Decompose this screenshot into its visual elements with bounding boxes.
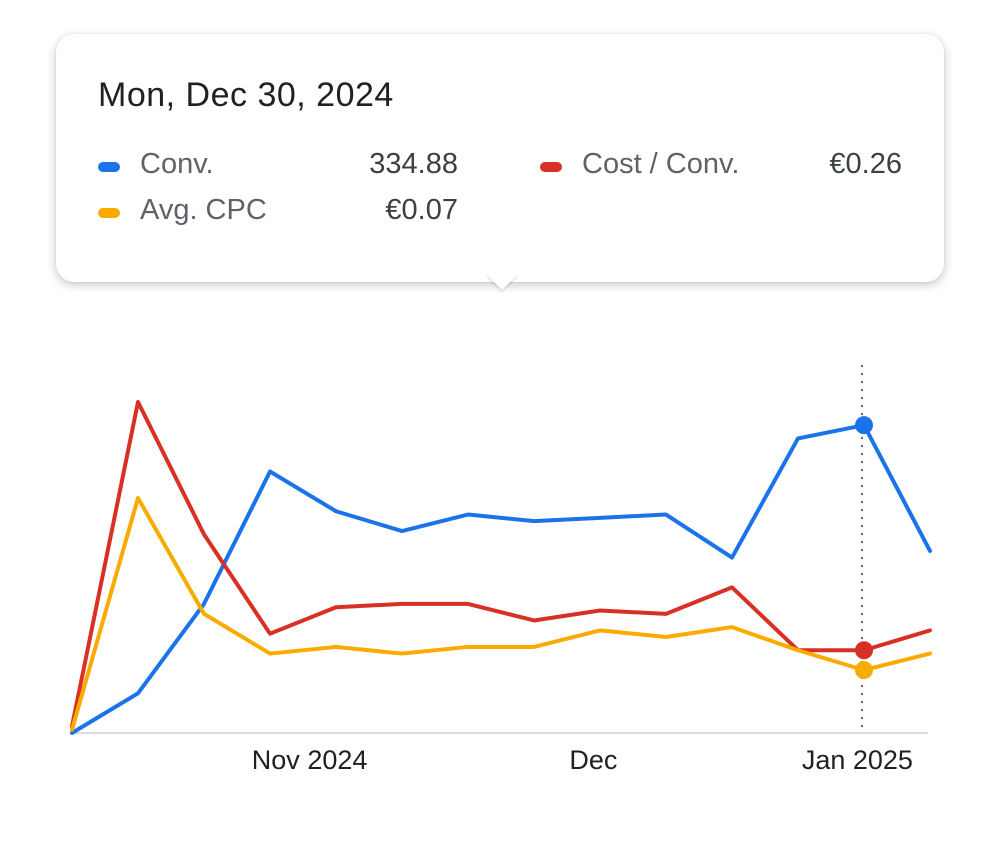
x-tick-labels: Nov 2024 Dec Jan 2025 <box>252 745 913 775</box>
highlight-point-conv <box>855 416 873 435</box>
metric-cost-per-conv: Cost / Conv. €0.26 <box>540 148 902 188</box>
cost-per-conv-legend-swatch <box>540 162 562 172</box>
x-tick-label: Dec <box>569 745 617 775</box>
conv-value: 334.88 <box>369 148 458 180</box>
highlight-markers <box>855 416 873 680</box>
conv-legend-swatch <box>98 162 120 172</box>
avg-cpc-label: Avg. CPC <box>140 194 267 226</box>
series-line-avg-cpc <box>70 495 932 732</box>
series-line-cost-conv <box>70 400 932 729</box>
avg-cpc-value: €0.07 <box>385 194 458 226</box>
series-line-conv <box>70 423 932 735</box>
tooltip-pointer <box>486 274 518 290</box>
highlight-point-cost-conv <box>855 641 873 660</box>
tooltip-date: Mon, Dec 30, 2024 <box>98 76 394 114</box>
highlight-point-avg-cpc <box>855 661 873 680</box>
series-layer <box>70 400 932 735</box>
hover-tooltip: Mon, Dec 30, 2024 <box>56 34 944 282</box>
conv-label: Conv. <box>140 148 214 180</box>
avg-cpc-legend-swatch <box>98 208 120 218</box>
metric-avg-cpc: Avg. CPC €0.07 <box>98 194 458 234</box>
cost-per-conv-value: €0.26 <box>829 148 902 180</box>
x-tick-label: Jan 2025 <box>802 745 913 775</box>
cost-per-conv-label: Cost / Conv. <box>582 148 740 180</box>
x-tick-label: Nov 2024 <box>252 745 368 775</box>
metric-conv: Conv. 334.88 <box>98 148 458 188</box>
